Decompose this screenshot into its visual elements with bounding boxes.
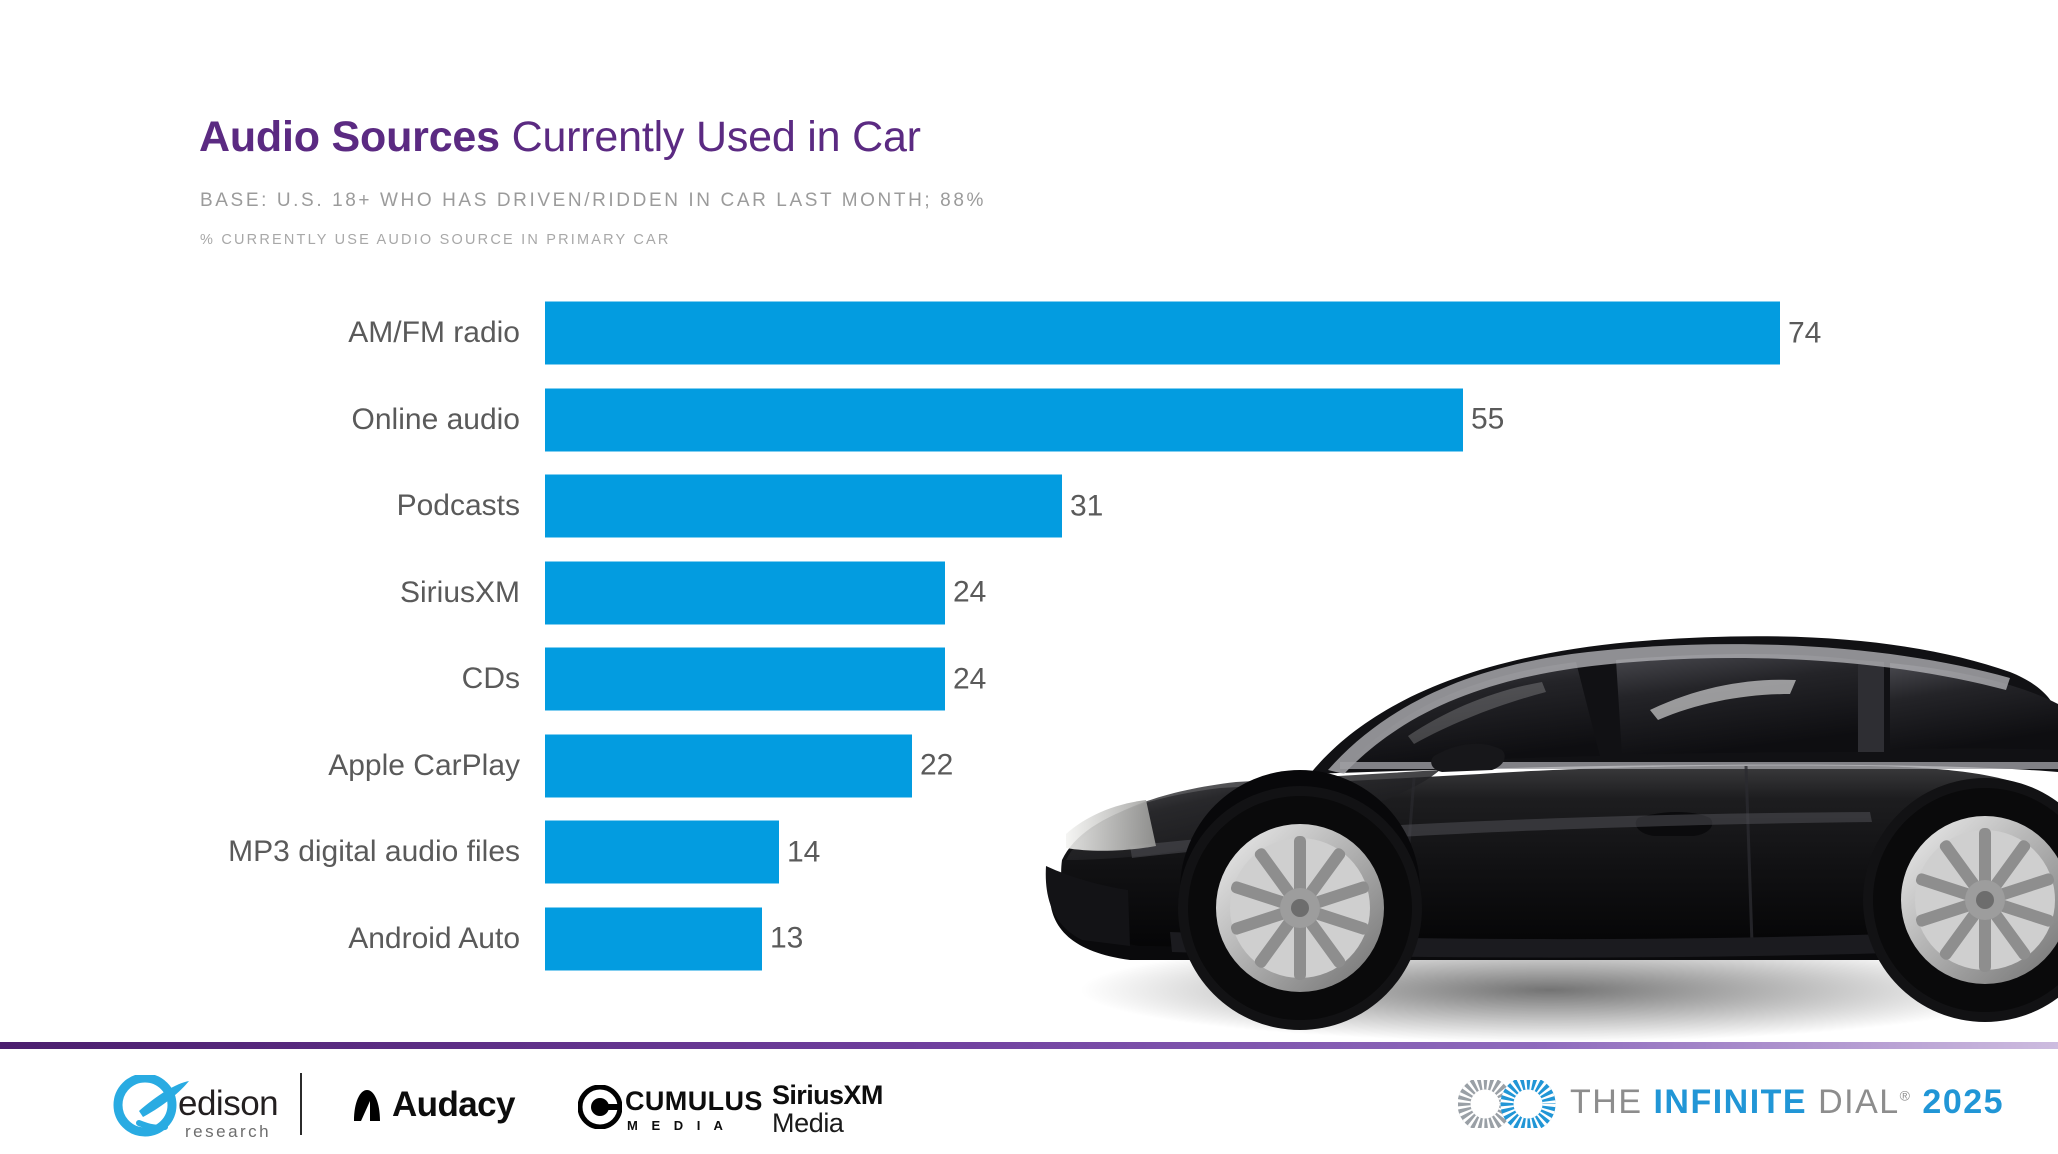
bar-container: 55 [545, 388, 1505, 452]
bar-value: 24 [953, 662, 987, 696]
bar-value: 55 [1471, 402, 1505, 436]
title-bold-part: Audio Sources [199, 113, 500, 161]
chart-row: CDs 24 [0, 636, 2058, 723]
cumulus-media-logo-icon [578, 1085, 622, 1129]
edison-research-logo-icon [113, 1075, 189, 1137]
infinite-dial: DIAL [1818, 1083, 1900, 1121]
infinite-year: 2025 [1911, 1083, 2005, 1121]
bar-label: SiriusXM [399, 575, 520, 609]
infinite-dial-wordmark: THE INFINITE DIAL® 2025 [1570, 1083, 2004, 1122]
chart-row: Online audio 55 [0, 377, 2058, 464]
base-description: BASE: U.S. 18+ WHO HAS DRIVEN/RIDDEN IN … [200, 190, 986, 211]
bar-value: 14 [787, 835, 821, 869]
edison-research-subtext: research [185, 1122, 272, 1141]
bar-label: CDs [461, 662, 520, 696]
cumulus-wordmark: CUMULUS [625, 1086, 763, 1116]
infinite-dial-mark-icon [1458, 1080, 1556, 1128]
registered-mark-icon: ® [1899, 1087, 1912, 1104]
bar-container: 24 [545, 647, 987, 711]
bar-value: 31 [1070, 489, 1104, 523]
bar-value: 13 [770, 921, 804, 955]
bar-label: AM/FM radio [348, 316, 520, 350]
bar-rect [545, 734, 912, 798]
bar-label: Podcasts [396, 489, 520, 523]
chart-row: AM/FM radio 74 [0, 290, 2058, 377]
bar-rect [545, 561, 945, 625]
edison-wordmark: edison [178, 1084, 279, 1123]
chart-row: SiriusXM 24 [0, 550, 2058, 637]
infinite-the: THE [1570, 1083, 1654, 1121]
bar-rect [545, 907, 762, 971]
siriusxm-wordmark: SiriusXM [772, 1080, 883, 1110]
bar-container: 14 [545, 820, 821, 884]
bar-rect [545, 647, 945, 711]
metric-description: % CURRENTLY USE AUDIO SOURCE IN PRIMARY … [200, 232, 671, 248]
chart-row: Apple CarPlay 22 [0, 723, 2058, 810]
bar-rect [545, 820, 779, 884]
bar-label: Android Auto [348, 921, 520, 955]
bar-container: 24 [545, 561, 987, 625]
bar-rect [545, 388, 1463, 452]
chart-row: MP3 digital audio files 14 [0, 809, 2058, 896]
bar-container: 31 [545, 474, 1104, 538]
bar-value: 24 [953, 575, 987, 609]
bar-chart: AM/FM radio 74 Online audio 55 Podcasts … [0, 290, 2058, 990]
bar-label: Online audio [351, 402, 520, 436]
bar-value: 74 [1788, 316, 1822, 350]
audacy-wordmark: Audacy [392, 1085, 515, 1124]
bar-container: 22 [545, 734, 954, 798]
bar-label: MP3 digital audio files [228, 835, 520, 869]
siriusxm-media-subtext: Media [772, 1108, 844, 1138]
chart-row: Podcasts 31 [0, 463, 2058, 550]
footer-logo-divider [300, 1073, 302, 1135]
bar-container: 74 [545, 301, 1822, 365]
page-title: Audio Sources Currently Used in Car [199, 112, 921, 162]
title-light-part: Currently Used in Car [499, 113, 921, 161]
footer-divider-rule [0, 1042, 2058, 1049]
cumulus-media-subtext: M E D I A [627, 1118, 728, 1133]
bar-container: 13 [545, 907, 804, 971]
bar-label: Apple CarPlay [328, 748, 520, 782]
chart-row: Android Auto 13 [0, 896, 2058, 983]
bar-rect [545, 301, 1780, 365]
footer-bar [0, 1049, 2058, 1154]
bar-rect [545, 474, 1062, 538]
audacy-logo-icon [354, 1090, 380, 1121]
bar-value: 22 [920, 748, 954, 782]
infinite-infinite: INFINITE [1653, 1083, 1819, 1121]
